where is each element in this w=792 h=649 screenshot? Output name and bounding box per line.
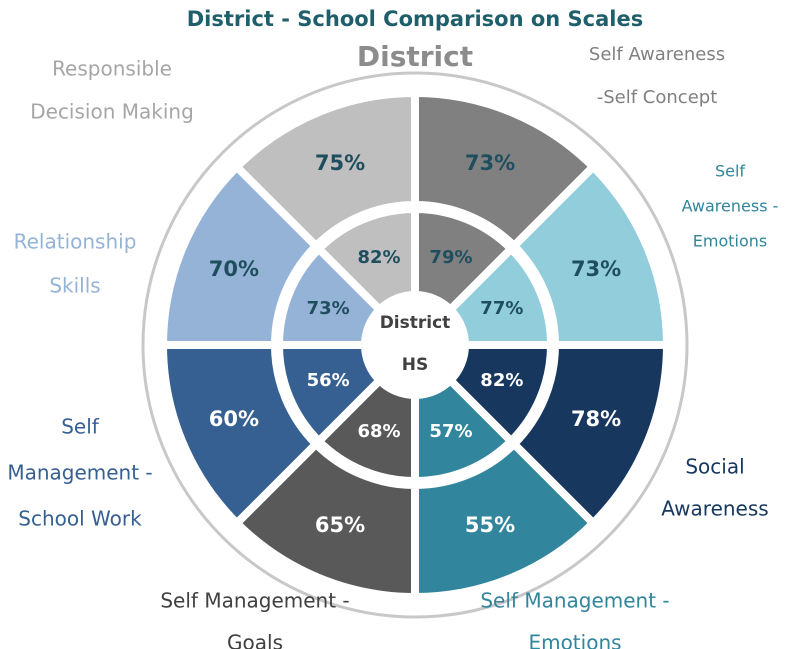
data-label: 70% [209,257,259,281]
category-label: -Self Concept [597,87,718,108]
category-label: Responsible [52,57,172,81]
data-label: 73% [307,298,350,319]
center-hole [367,297,463,393]
category-label: Self Management - [480,589,669,613]
category-label: Management - [7,461,152,485]
category-label: Awareness [661,497,768,521]
category-label: Self [61,415,100,439]
category-label: Goals [227,631,283,649]
category-label: Self Management - [160,589,349,613]
category-label: Self [715,162,745,181]
data-label: 68% [357,421,400,442]
data-label: 82% [480,370,523,391]
category-label: Skills [49,274,100,298]
category-label: School Work [18,507,142,531]
data-label: 73% [571,257,621,281]
data-label: 60% [209,407,259,431]
center-label: HS [402,355,428,375]
category-label: Emotions [528,631,621,649]
category-label: Emotions [693,232,767,251]
category-label: Social [685,455,744,479]
data-label: 77% [480,298,523,319]
category-label: Relationship [14,230,137,254]
data-label: 57% [429,421,472,442]
outer-frame [141,71,689,619]
data-label: 79% [429,247,472,268]
chart-title: District - School Comparison on Scales [187,7,643,31]
data-label: 78% [571,407,621,431]
category-label: Decision Making [30,100,194,124]
data-label: 55% [465,513,515,537]
data-label: 73% [465,151,515,175]
category-label: Self Awareness [589,44,725,65]
wedge [313,204,419,316]
data-label: 75% [315,151,365,175]
category-label: Awareness - [682,197,779,216]
data-label: 65% [315,513,365,537]
center-label: District [380,313,451,333]
series-name: District [357,40,473,73]
data-label: 56% [307,370,350,391]
data-label: 82% [357,247,400,268]
